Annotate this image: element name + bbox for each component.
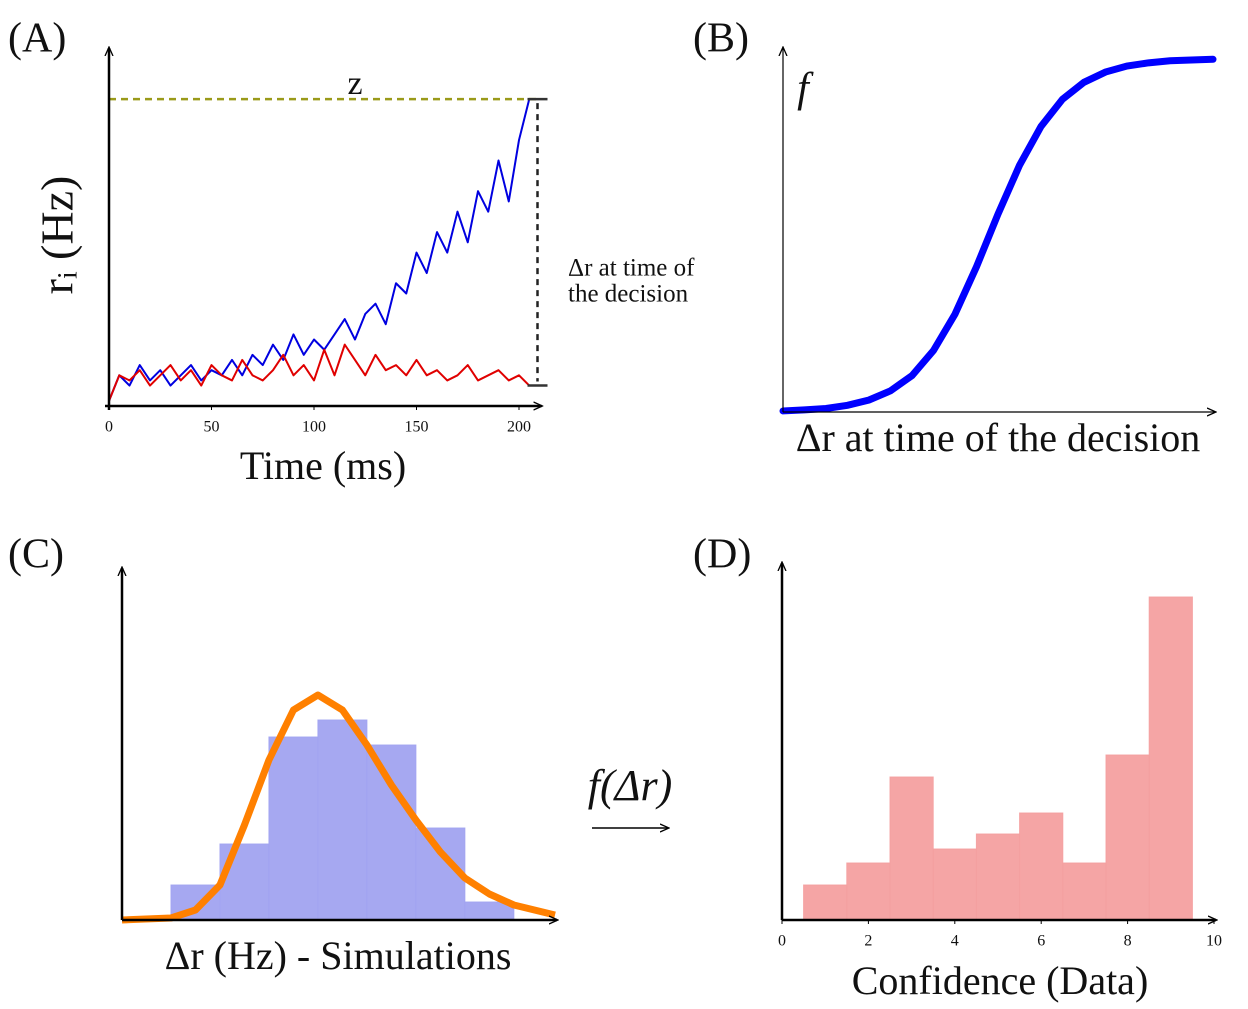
bar: [1105, 754, 1150, 921]
x-tick-label: 10: [1206, 933, 1222, 950]
x-tick-label: 0: [778, 933, 786, 950]
x-axis-label: Time (ms): [240, 443, 406, 488]
x-axis-label: Confidence (Data): [852, 958, 1149, 1003]
bar: [932, 848, 977, 921]
panel-label: (C): [8, 532, 64, 578]
bar: [846, 862, 891, 921]
panel-label: (B): [693, 16, 749, 62]
annotation: the decision: [568, 281, 689, 308]
bar: [803, 884, 848, 921]
panel-label: (D): [693, 532, 751, 578]
threshold-label: z: [347, 65, 362, 102]
bar: [268, 736, 319, 921]
annotation: Δr at time of: [568, 255, 695, 282]
x-tick-label: 50: [204, 419, 220, 436]
y-axis-label: f: [797, 66, 814, 112]
bar: [1019, 812, 1064, 921]
bar: [366, 744, 417, 921]
x-tick-label: 6: [1037, 933, 1045, 950]
x-axis-label: Δr (Hz) - Simulations: [165, 933, 512, 978]
series-line: [108, 343, 530, 402]
bar: [317, 719, 368, 921]
x-axis-label: Δr at time of the decision: [796, 415, 1201, 460]
x-tick-label: 8: [1124, 933, 1132, 950]
series-line: [108, 98, 531, 402]
bar: [1148, 596, 1193, 921]
bar: [219, 843, 270, 921]
sigmoid-curve: [779, 55, 1217, 415]
bar: [889, 776, 934, 921]
y-axis-label: rᵢ (Hz): [32, 176, 83, 295]
bar: [1062, 862, 1107, 921]
x-tick-label: 150: [405, 419, 429, 436]
x-tick-label: 100: [302, 419, 326, 436]
x-tick-label: 4: [951, 933, 959, 950]
fit-curve: [121, 691, 556, 924]
panel-label: (A): [8, 16, 66, 62]
bar: [975, 833, 1021, 921]
arrow-label: f(Δr): [588, 761, 672, 810]
x-tick-label: 200: [507, 419, 531, 436]
x-tick-label: 0: [105, 419, 113, 436]
x-tick-label: 2: [864, 933, 872, 950]
